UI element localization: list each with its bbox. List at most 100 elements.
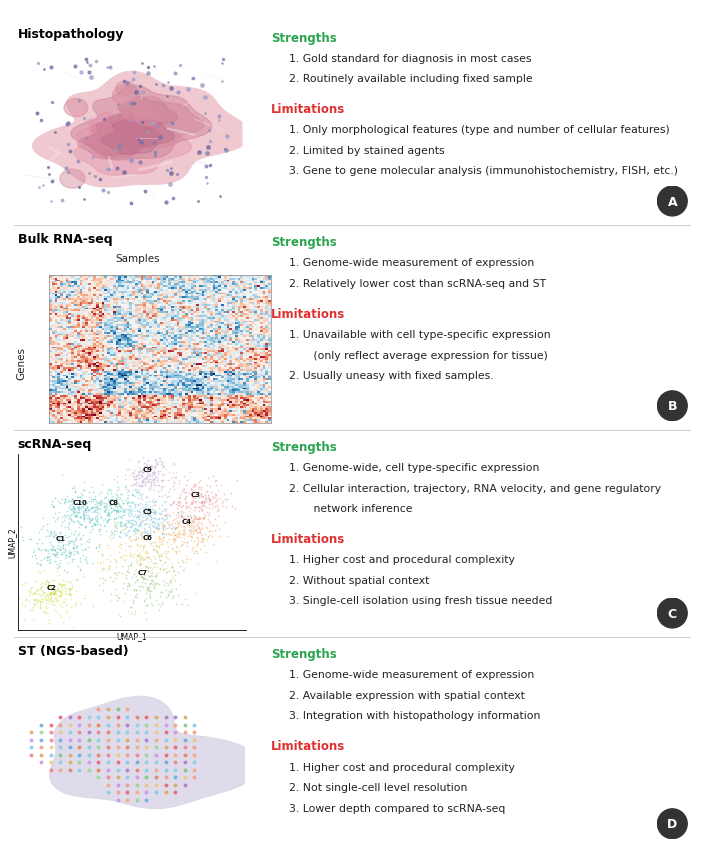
Point xyxy=(109,552,120,566)
Point xyxy=(125,548,137,561)
Point xyxy=(111,469,122,483)
Point xyxy=(151,513,163,527)
Point xyxy=(48,584,59,598)
Point xyxy=(85,516,96,530)
Point xyxy=(144,501,155,515)
Point xyxy=(82,556,93,570)
Point xyxy=(198,532,209,545)
Text: C3: C3 xyxy=(191,492,201,498)
Point xyxy=(124,515,135,529)
Point xyxy=(206,498,218,511)
Point xyxy=(75,532,86,546)
Point xyxy=(65,534,77,548)
Point xyxy=(118,517,130,531)
Point xyxy=(179,515,190,529)
Point xyxy=(144,507,156,521)
Point xyxy=(134,464,146,478)
Point xyxy=(140,472,151,486)
Text: 3. Single-cell isolation using fresh tissue needed: 3. Single-cell isolation using fresh tis… xyxy=(289,596,552,606)
Point xyxy=(150,521,161,534)
Point xyxy=(134,501,145,515)
Point xyxy=(161,550,172,563)
Point xyxy=(131,482,142,496)
Point xyxy=(30,592,42,606)
Text: 1. Higher cost and procedural complexity: 1. Higher cost and procedural complexity xyxy=(289,762,515,772)
Point xyxy=(192,482,203,496)
Point xyxy=(187,495,199,509)
Point xyxy=(122,497,133,510)
Point xyxy=(63,500,74,514)
Point xyxy=(144,592,156,606)
Text: 1. Only morphological features (type and number of cellular features): 1. Only morphological features (type and… xyxy=(289,125,670,135)
Point xyxy=(54,505,65,519)
Point xyxy=(186,520,197,533)
Text: 2. Not single-cell level resolution: 2. Not single-cell level resolution xyxy=(289,782,467,792)
Point xyxy=(98,500,109,514)
Point xyxy=(168,521,179,534)
Point xyxy=(40,574,51,588)
Point xyxy=(44,579,56,593)
Point xyxy=(134,479,146,492)
Point xyxy=(160,556,171,569)
Point xyxy=(148,499,159,513)
Point xyxy=(42,553,53,567)
Point xyxy=(153,479,165,492)
Point xyxy=(90,500,101,514)
Point xyxy=(109,567,120,580)
Point xyxy=(55,548,66,561)
Point xyxy=(127,595,139,608)
Point xyxy=(147,535,158,549)
Point xyxy=(135,551,146,565)
Point xyxy=(131,473,142,486)
Point xyxy=(118,505,130,519)
Point xyxy=(149,512,161,526)
Point xyxy=(148,505,159,519)
Point xyxy=(162,527,173,540)
Text: 2. Relatively lower cost than scRNA-seq and ST: 2. Relatively lower cost than scRNA-seq … xyxy=(289,279,546,289)
Point xyxy=(170,529,181,543)
Point xyxy=(181,517,192,531)
Point xyxy=(142,527,153,540)
Point xyxy=(137,544,148,557)
Point xyxy=(115,550,127,564)
Point xyxy=(188,485,199,498)
Point xyxy=(133,519,144,532)
Point xyxy=(45,586,56,600)
Point xyxy=(145,536,156,550)
Point xyxy=(111,589,122,602)
Point xyxy=(32,565,44,579)
Point xyxy=(47,587,58,601)
Point xyxy=(70,509,81,522)
Point xyxy=(68,502,80,515)
Point xyxy=(119,587,130,601)
Point xyxy=(221,492,232,506)
Point xyxy=(181,513,192,527)
Point xyxy=(120,528,132,542)
Point xyxy=(118,504,130,518)
Point xyxy=(144,509,155,522)
Point xyxy=(86,502,97,515)
Point xyxy=(174,544,185,558)
Point xyxy=(131,573,142,587)
Point xyxy=(122,463,133,476)
Point xyxy=(210,554,221,567)
Point xyxy=(140,460,151,474)
Point xyxy=(130,510,142,524)
Point xyxy=(199,507,210,521)
Point xyxy=(58,541,69,555)
Point xyxy=(188,534,199,548)
Point xyxy=(125,607,137,620)
Point xyxy=(129,583,140,596)
Point xyxy=(130,522,142,536)
Point xyxy=(144,509,156,523)
Point xyxy=(99,573,111,587)
Point xyxy=(136,527,147,540)
Point xyxy=(172,517,184,531)
Point xyxy=(130,515,141,528)
Point xyxy=(151,567,163,580)
Point xyxy=(123,532,134,546)
Point xyxy=(103,563,114,577)
Point xyxy=(150,470,161,484)
Point xyxy=(191,538,203,551)
Point xyxy=(210,513,221,527)
